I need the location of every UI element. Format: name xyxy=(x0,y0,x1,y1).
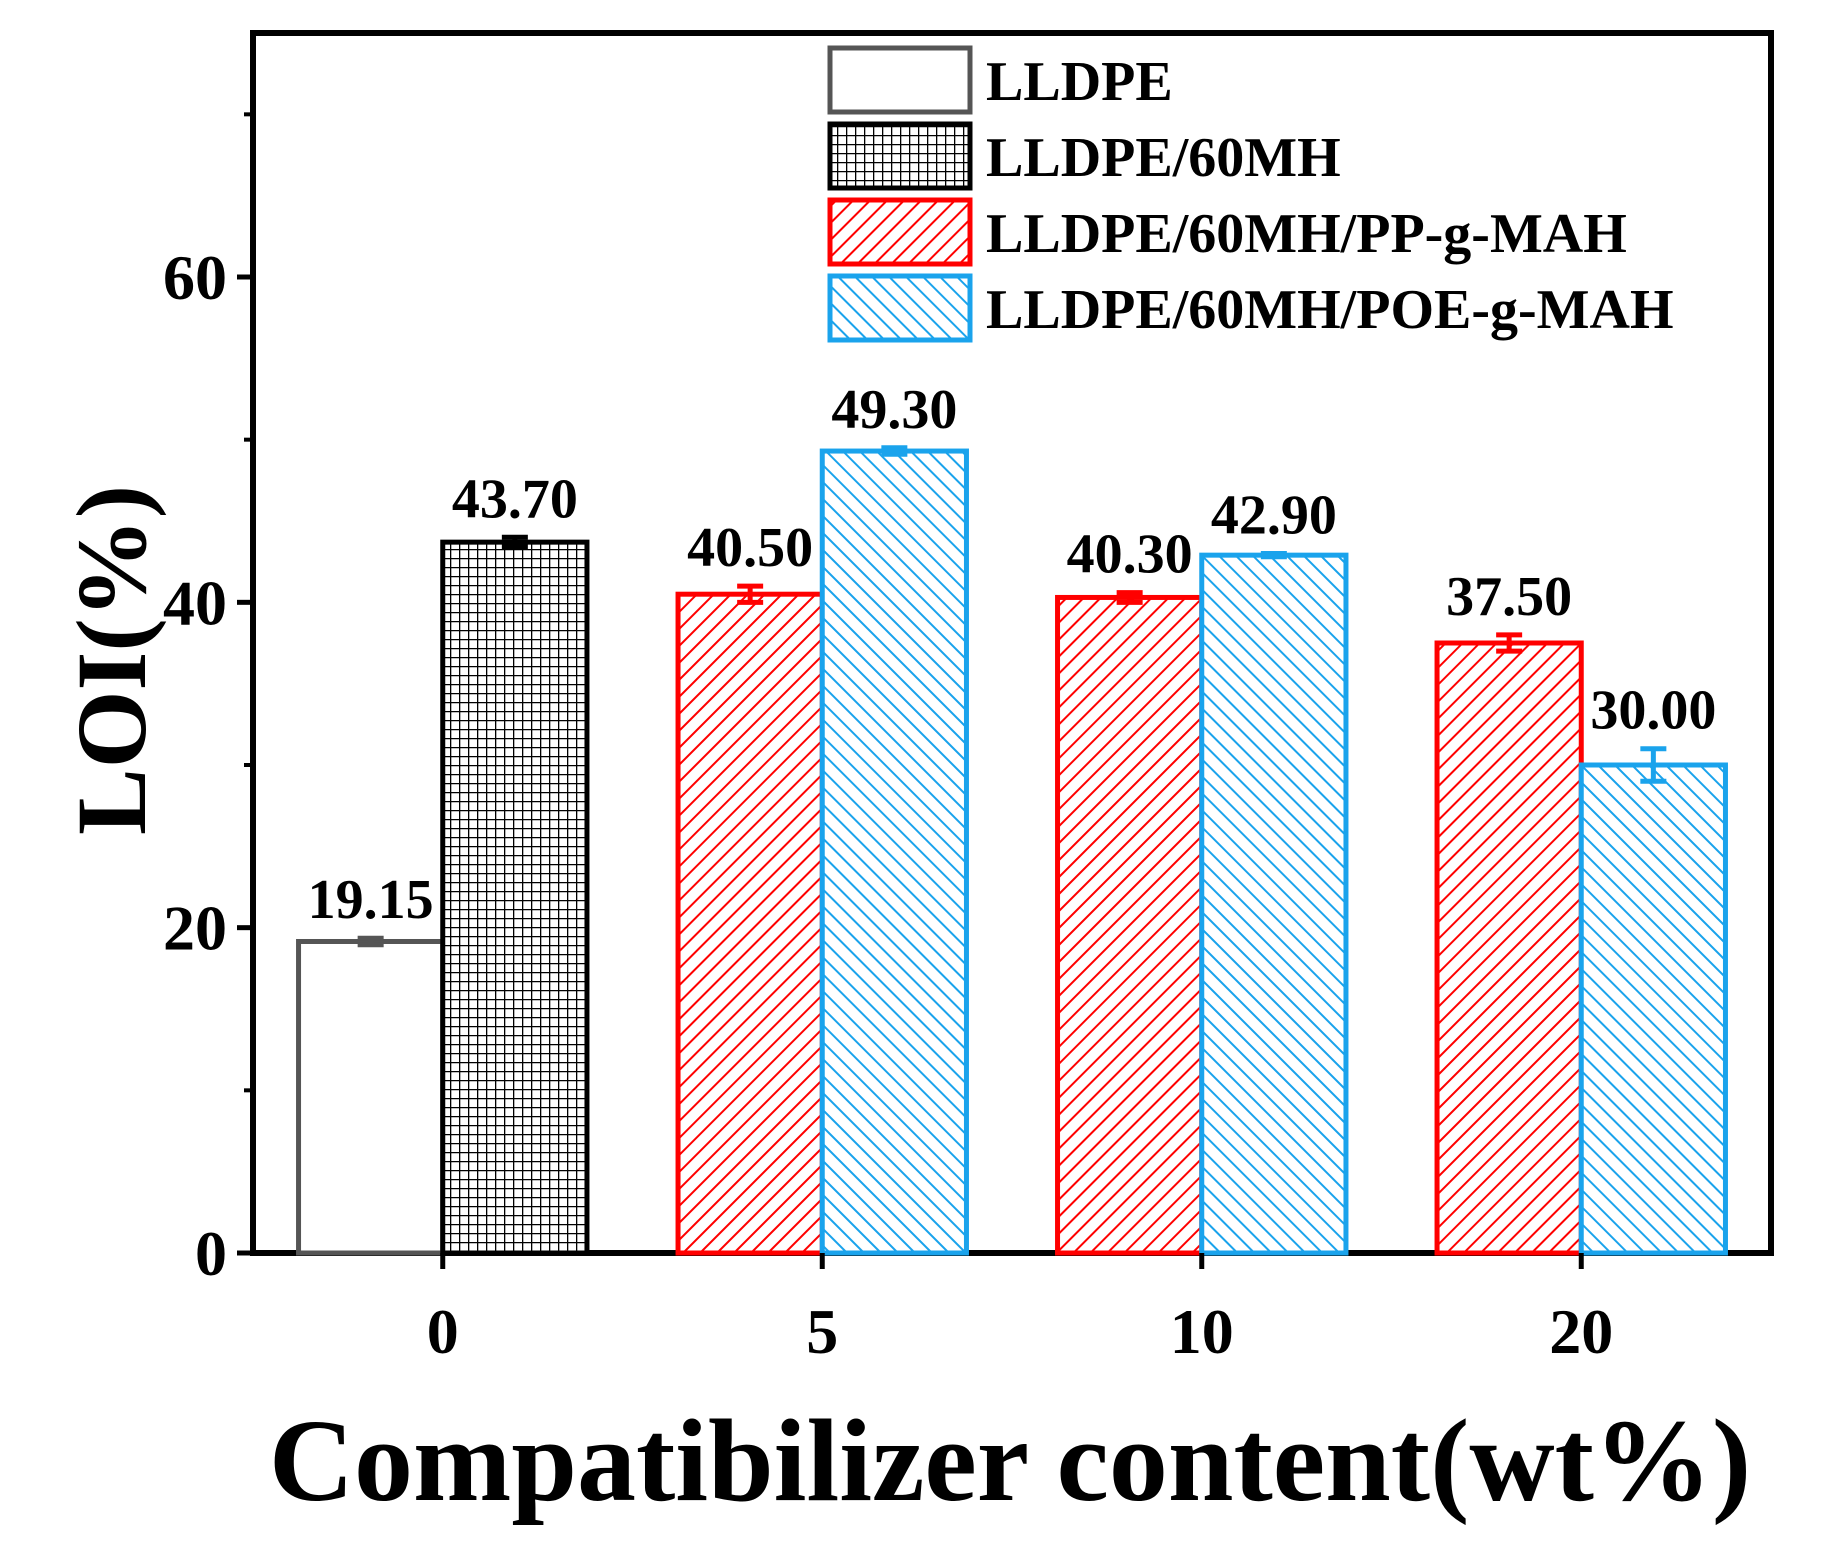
legend-swatch-lldpe-60mh xyxy=(827,121,973,191)
x-tick-label-10: 10 xyxy=(1170,1296,1234,1367)
y-tick-label-40: 40 xyxy=(163,567,227,638)
error-bar-lldpe-60mh-0 xyxy=(501,534,528,550)
data-label-lldpe-60mh-pp-g-mah-5: 40.50 xyxy=(687,517,813,579)
legend: LLDPE LLDPE/60MH LLDPE/60MH/PP-g-MAH LLDPE/… xyxy=(827,45,1674,343)
data-label-lldpe-60mh-pp-g-mah-10: 40.30 xyxy=(1067,524,1193,586)
error-bar-lldpe-60mh-poe-g-mah-20 xyxy=(1640,746,1667,784)
legend-swatch-lldpe xyxy=(827,45,973,115)
error-bar-lldpe-60mh-poe-g-mah-10 xyxy=(1260,551,1287,560)
data-label-lldpe-0: 19.15 xyxy=(308,869,434,931)
x-tick-label-5: 5 xyxy=(806,1296,838,1367)
bar-lldpe-60mh-poe-g-mah-10 xyxy=(1199,552,1349,1256)
y-tick-label-60: 60 xyxy=(163,242,227,313)
bar-lldpe-0 xyxy=(296,938,446,1256)
y-tick-label-20: 20 xyxy=(163,893,227,964)
data-label-lldpe-60mh-0: 43.70 xyxy=(452,468,578,530)
legend-swatch-lldpe-60mh-poe-g-mah xyxy=(827,273,973,343)
axes-layer: 0 5 10 20 0 20 40 60 xyxy=(163,112,1613,1367)
data-label-lldpe-60mh-poe-g-mah-10: 42.90 xyxy=(1211,485,1337,547)
data-label-lldpe-60mh-poe-g-mah-20: 30.00 xyxy=(1590,680,1716,742)
error-bar-lldpe-60mh-poe-g-mah-5 xyxy=(881,445,908,457)
legend-swatch-lldpe-60mh-pp-g-mah xyxy=(827,197,973,267)
bar-lldpe-60mh-poe-g-mah-20 xyxy=(1578,762,1728,1256)
error-bar-lldpe-60mh-pp-g-mah-5 xyxy=(737,583,764,605)
legend-label-lldpe-60mh-poe-g-mah: LLDPE/60MH/POE-g-MAH xyxy=(986,279,1674,341)
bar-lldpe-60mh-0 xyxy=(440,539,590,1256)
data-label-lldpe-60mh-pp-g-mah-20: 37.50 xyxy=(1446,566,1572,628)
legend-label-lldpe-60mh: LLDPE/60MH xyxy=(986,127,1341,189)
bars-layer: 19.15 43.70 40.50 49.30 40.30 42.90 37.50 30.00 xyxy=(296,379,1728,1256)
error-bar-lldpe-0 xyxy=(357,935,384,948)
x-axis-label: Compatibilizer content(wt%) xyxy=(269,1395,1751,1526)
y-axis-label: LOI(%) xyxy=(56,485,167,835)
y-tick-label-0: 0 xyxy=(195,1218,227,1289)
bar-lldpe-60mh-pp-g-mah-10 xyxy=(1055,594,1205,1256)
legend-label-lldpe: LLDPE xyxy=(986,51,1173,113)
bar-lldpe-60mh-pp-g-mah-20 xyxy=(1434,640,1584,1256)
bar-lldpe-60mh-poe-g-mah-5 xyxy=(819,448,969,1256)
x-tick-label-0: 0 xyxy=(427,1296,459,1367)
error-bar-lldpe-60mh-pp-g-mah-10 xyxy=(1116,590,1143,605)
error-bar-lldpe-60mh-pp-g-mah-20 xyxy=(1496,632,1523,654)
bar-lldpe-60mh-pp-g-mah-5 xyxy=(675,591,825,1256)
plot-frame xyxy=(250,30,1774,1256)
data-label-lldpe-60mh-poe-g-mah-5: 49.30 xyxy=(831,379,957,441)
x-tick-label-20: 20 xyxy=(1549,1296,1613,1367)
legend-label-lldpe-60mh-pp-g-mah: LLDPE/60MH/PP-g-MAH xyxy=(986,203,1627,265)
